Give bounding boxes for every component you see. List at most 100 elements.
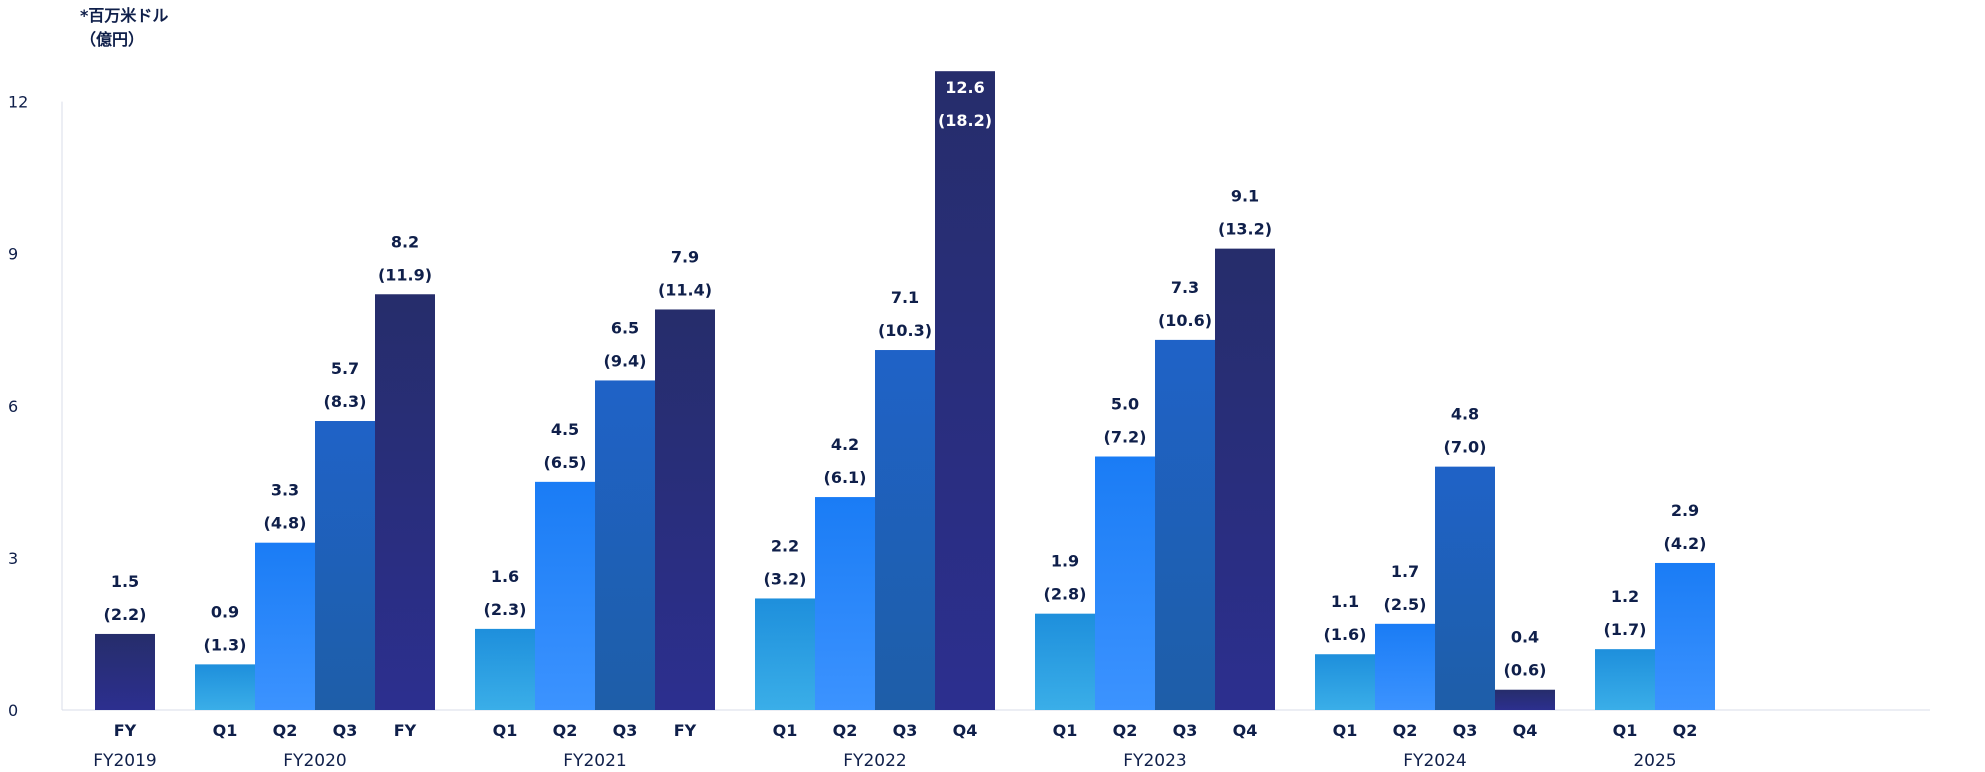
x-tick-label: Q3 (1173, 721, 1198, 740)
bar-yen-label: (2.2) (104, 605, 147, 624)
bar-value-label: 12.6 (945, 78, 984, 97)
y-tick-label: 9 (8, 245, 18, 264)
bar-value-label: 7.9 (671, 247, 699, 266)
bar-yen-label: (4.8) (264, 514, 307, 533)
bar-value-label: 0.9 (211, 602, 239, 621)
bar (1155, 339, 1215, 710)
bar (315, 421, 375, 710)
x-group-label: FY2019 (93, 751, 156, 771)
x-tick-label: Q4 (953, 721, 978, 740)
x-tick-label: Q2 (833, 721, 858, 740)
bar-yen-label: (1.6) (1324, 625, 1367, 644)
x-group-label: 2025 (1633, 751, 1676, 771)
bar-yen-label: (6.5) (544, 453, 587, 472)
bar-yen-label: (13.2) (1218, 220, 1272, 239)
bar (1375, 623, 1435, 710)
bar (815, 497, 875, 710)
bar (535, 481, 595, 710)
y-tick-label: 12 (8, 93, 28, 112)
x-tick-label: Q2 (1673, 721, 1698, 740)
bar (875, 350, 935, 710)
bar-yen-label: (1.3) (204, 635, 247, 654)
y-tick-label: 0 (8, 701, 18, 720)
bar (375, 294, 435, 710)
bar-value-label: 9.1 (1231, 187, 1259, 206)
x-group-label: FY2024 (1403, 751, 1466, 771)
bar-yen-label: (10.3) (878, 321, 932, 340)
bar-value-label: 1.2 (1611, 587, 1639, 606)
x-tick-label: Q3 (893, 721, 918, 740)
x-tick-label: Q3 (613, 721, 638, 740)
bar (595, 380, 655, 710)
bar-yen-label: (11.9) (378, 265, 432, 284)
y-tick-label: 6 (8, 397, 18, 416)
x-tick-label: Q4 (1233, 721, 1258, 740)
bar-yen-label: (2.8) (1044, 585, 1087, 604)
x-tick-label: Q3 (1453, 721, 1478, 740)
bar-value-label: 2.9 (1671, 501, 1699, 520)
bar-yen-label: (10.6) (1158, 311, 1212, 330)
bar-value-label: 4.2 (831, 435, 859, 454)
x-group-label: FY2021 (563, 751, 626, 771)
unit-label-usd: *百万米ドル (80, 6, 169, 25)
x-tick-label: Q1 (773, 721, 798, 740)
bar-yen-label: (4.2) (1664, 534, 1707, 553)
bar (1095, 456, 1155, 710)
bar (1315, 654, 1375, 710)
bar-value-label: 5.0 (1111, 395, 1139, 414)
x-tick-label: Q3 (333, 721, 358, 740)
bar-value-label: 7.1 (891, 288, 919, 307)
bar-value-label: 3.3 (271, 481, 299, 500)
bar-value-label: 1.1 (1331, 592, 1359, 611)
x-tick-label: Q1 (1333, 721, 1358, 740)
bar (95, 633, 155, 710)
bar-yen-label: (2.5) (1384, 595, 1427, 614)
x-tick-label: Q2 (1113, 721, 1138, 740)
unit-label-yen: （億円） (80, 30, 145, 49)
bar-yen-label: (1.7) (1604, 620, 1647, 639)
bar-value-label: 1.9 (1051, 552, 1079, 571)
x-tick-label: FY (114, 721, 137, 740)
x-group-label: FY2023 (1123, 751, 1186, 771)
bar-value-label: 2.2 (771, 536, 799, 555)
bar-value-label: 5.7 (331, 359, 359, 378)
bar-value-label: 0.4 (1511, 628, 1539, 647)
bar-value-label: 6.5 (611, 318, 639, 337)
bar (195, 664, 255, 710)
bar-yen-label: (6.1) (824, 468, 867, 487)
bar-yen-label: (3.2) (764, 569, 807, 588)
bar-yen-label: (2.3) (484, 600, 527, 619)
bar-yen-label: (18.2) (938, 111, 992, 130)
x-tick-label: Q2 (1393, 721, 1418, 740)
bar (1655, 562, 1715, 710)
x-tick-label: Q1 (1053, 721, 1078, 740)
bar-yen-label: (7.0) (1444, 438, 1487, 457)
x-tick-label: Q2 (553, 721, 578, 740)
x-tick-label: Q1 (1613, 721, 1638, 740)
bar (755, 598, 815, 710)
x-group-label: FY2022 (843, 751, 906, 771)
x-tick-label: Q4 (1513, 721, 1538, 740)
bar (1215, 248, 1275, 710)
x-tick-label: Q1 (493, 721, 518, 740)
y-tick-label: 3 (8, 549, 18, 568)
bar-value-label: 4.8 (1451, 405, 1479, 424)
bar-value-label: 8.2 (391, 232, 419, 251)
bar (475, 628, 535, 710)
bar (1435, 466, 1495, 710)
bar (935, 71, 995, 711)
x-tick-label: FY (674, 721, 697, 740)
bar-value-label: 1.5 (111, 572, 139, 591)
bar-value-label: 1.7 (1391, 562, 1419, 581)
bar (255, 542, 315, 710)
bar-yen-label: (11.4) (658, 280, 712, 299)
x-tick-label: FY (394, 721, 417, 740)
bar (1595, 649, 1655, 710)
bar-value-label: 4.5 (551, 420, 579, 439)
x-tick-label: Q1 (213, 721, 238, 740)
bar (1035, 613, 1095, 710)
x-tick-label: Q2 (273, 721, 298, 740)
bar-value-label: 1.6 (491, 567, 519, 586)
bar-yen-label: (9.4) (604, 351, 647, 370)
